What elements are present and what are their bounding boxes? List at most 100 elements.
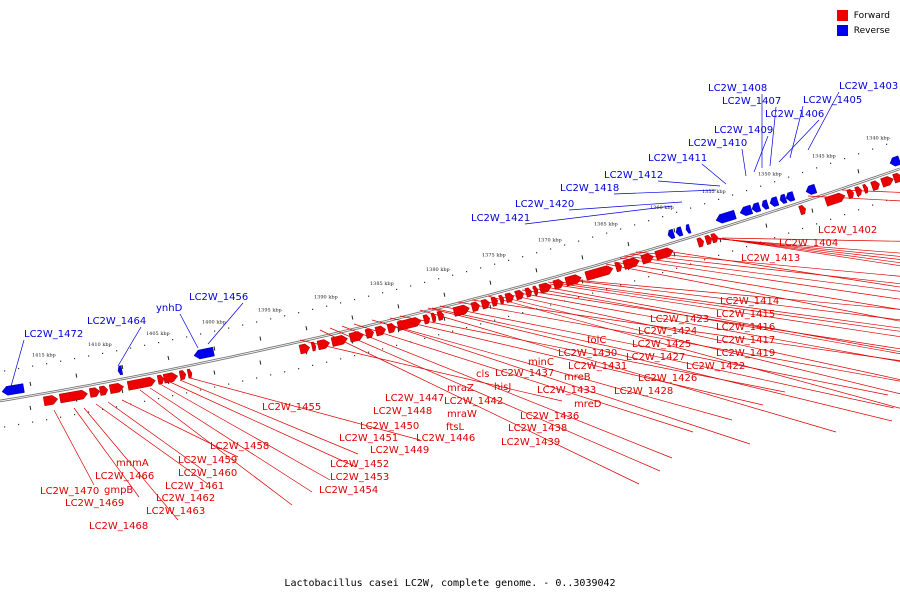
gene-label-lc2w_1430[interactable]: LC2W_1430 xyxy=(558,348,617,359)
forward-gene-arrow[interactable] xyxy=(178,370,187,381)
gene-label-cls[interactable]: cls xyxy=(476,369,490,380)
gene-label-lc2w_1420[interactable]: LC2W_1420 xyxy=(515,199,574,210)
gene-label-lc2w_1408[interactable]: LC2W_1408 xyxy=(708,83,767,94)
gene-label-ftsl[interactable]: ftsL xyxy=(446,422,464,433)
gene-label-lc2w_1415[interactable]: LC2W_1415 xyxy=(716,309,775,320)
reverse-gene-arrow[interactable] xyxy=(751,202,762,213)
forward-gene-arrow[interactable] xyxy=(88,387,101,398)
gene-label-lc2w_1463[interactable]: LC2W_1463 xyxy=(146,506,205,517)
forward-gene-arrow[interactable] xyxy=(514,289,525,301)
gene-label-lc2w_1416[interactable]: LC2W_1416 xyxy=(716,322,775,333)
gene-label-lc2w_1458[interactable]: LC2W_1458 xyxy=(210,441,269,452)
gene-label-lc2w_1436[interactable]: LC2W_1436 xyxy=(520,411,579,422)
gene-label-lc2w_1472[interactable]: LC2W_1472 xyxy=(24,329,83,340)
gene-label-lc2w_1451[interactable]: LC2W_1451 xyxy=(339,433,398,444)
reverse-gene-arrow[interactable] xyxy=(667,228,676,240)
gene-label-lc2w_1402[interactable]: LC2W_1402 xyxy=(818,225,877,236)
gene-label-lc2w_1422[interactable]: LC2W_1422 xyxy=(686,361,745,372)
gene-label-lc2w_1439[interactable]: LC2W_1439 xyxy=(501,437,560,448)
gene-label-mred[interactable]: mreD xyxy=(574,399,602,410)
gene-label-mraw[interactable]: mraW xyxy=(447,409,477,420)
forward-gene-arrow[interactable] xyxy=(58,389,88,404)
gene-label-lc2w_1428[interactable]: LC2W_1428 xyxy=(614,386,673,397)
forward-gene-arrow[interactable] xyxy=(386,323,397,334)
gene-label-lc2w_1425[interactable]: LC2W_1425 xyxy=(632,339,691,350)
gene-label-lc2w_1442[interactable]: LC2W_1442 xyxy=(444,396,503,407)
gene-label-mreb[interactable]: mreB xyxy=(564,372,591,383)
reverse-gene-arrow[interactable] xyxy=(685,223,692,234)
gene-label-lc2w_1448[interactable]: LC2W_1448 xyxy=(373,406,432,417)
gene-label-lc2w_1413[interactable]: LC2W_1413 xyxy=(741,253,800,264)
forward-gene-arrow[interactable] xyxy=(532,285,539,296)
forward-gene-arrow[interactable] xyxy=(186,368,193,379)
forward-gene-arrow[interactable] xyxy=(98,385,109,396)
gene-label-mnma[interactable]: mnmA xyxy=(116,458,149,469)
forward-gene-arrow[interactable] xyxy=(470,301,481,312)
gene-label-lc2w_1433[interactable]: LC2W_1433 xyxy=(537,385,596,396)
forward-gene-arrow[interactable] xyxy=(108,382,125,394)
forward-gene-arrow[interactable] xyxy=(490,296,499,307)
reverse-gene-arrow[interactable] xyxy=(779,193,788,204)
gene-label-lc2w_1406[interactable]: LC2W_1406 xyxy=(765,109,824,120)
forward-gene-arrow[interactable] xyxy=(622,256,641,270)
gene-label-lc2w_1452[interactable]: LC2W_1452 xyxy=(330,459,389,470)
forward-gene-arrow[interactable] xyxy=(422,314,431,325)
reverse-gene-arrow[interactable] xyxy=(675,226,684,237)
gene-label-mraz[interactable]: mraZ xyxy=(447,383,474,394)
reverse-gene-arrow[interactable] xyxy=(889,155,900,168)
reverse-gene-arrow[interactable] xyxy=(805,183,818,196)
reverse-gene-arrow[interactable] xyxy=(785,191,796,202)
forward-gene-arrow[interactable] xyxy=(298,343,311,355)
forward-gene-arrow[interactable] xyxy=(862,183,870,194)
gene-label-lc2w_1454[interactable]: LC2W_1454 xyxy=(319,485,378,496)
gene-label-lc2w_1410[interactable]: LC2W_1410 xyxy=(688,138,747,149)
forward-gene-arrow[interactable] xyxy=(310,341,317,352)
forward-gene-arrow[interactable] xyxy=(316,338,331,351)
gene-label-lc2w_1419[interactable]: LC2W_1419 xyxy=(716,348,775,359)
gene-label-lc2w_1409[interactable]: LC2W_1409 xyxy=(714,125,773,136)
gene-label-lc2w_1407[interactable]: LC2W_1407 xyxy=(722,96,781,107)
forward-gene-arrow[interactable] xyxy=(42,395,59,407)
gene-label-lc2w_1421[interactable]: LC2W_1421 xyxy=(471,213,530,224)
forward-gene-arrow[interactable] xyxy=(374,325,387,337)
gene-label-lc2w_1437[interactable]: LC2W_1437 xyxy=(495,368,554,379)
gene-label-lc2w_1414[interactable]: LC2W_1414 xyxy=(720,296,779,307)
gene-label-folc[interactable]: folC xyxy=(587,335,606,346)
forward-gene-arrow[interactable] xyxy=(564,273,583,287)
forward-gene-arrow[interactable] xyxy=(156,374,165,385)
reverse-gene-arrow[interactable] xyxy=(715,209,737,225)
gene-label-lc2w_1460[interactable]: LC2W_1460 xyxy=(178,468,237,479)
gene-label-lc2w_1462[interactable]: LC2W_1462 xyxy=(156,493,215,504)
gene-label-lc2w_1468[interactable]: LC2W_1468 xyxy=(89,521,148,532)
gene-label-lc2w_1412[interactable]: LC2W_1412 xyxy=(604,170,663,181)
forward-gene-arrow[interactable] xyxy=(330,334,349,347)
gene-label-lc2w_1404[interactable]: LC2W_1404 xyxy=(779,238,838,249)
gene-label-lc2w_1403[interactable]: LC2W_1403 xyxy=(839,81,898,92)
gene-label-lc2w_1449[interactable]: LC2W_1449 xyxy=(370,445,429,456)
reverse-gene-arrow[interactable] xyxy=(739,204,754,217)
forward-gene-arrow[interactable] xyxy=(162,372,179,384)
gene-label-lc2w_1461[interactable]: LC2W_1461 xyxy=(165,481,224,492)
forward-gene-arrow[interactable] xyxy=(704,234,713,246)
gene-label-lc2w_1424[interactable]: LC2W_1424 xyxy=(638,326,697,337)
reverse-gene-arrow[interactable] xyxy=(117,365,124,376)
forward-gene-arrow[interactable] xyxy=(798,204,808,216)
forward-gene-arrow[interactable] xyxy=(846,188,856,200)
gene-label-lc2w_1459[interactable]: LC2W_1459 xyxy=(178,455,237,466)
forward-gene-arrow[interactable] xyxy=(880,175,895,188)
reverse-gene-arrow[interactable] xyxy=(761,199,770,210)
gene-label-lc2w_1438[interactable]: LC2W_1438 xyxy=(508,423,567,434)
gene-label-lc2w_1418[interactable]: LC2W_1418 xyxy=(560,183,619,194)
forward-gene-arrow[interactable] xyxy=(892,172,900,184)
reverse-gene-arrow[interactable] xyxy=(1,383,25,397)
forward-gene-arrow[interactable] xyxy=(696,237,705,248)
reverse-gene-arrow[interactable] xyxy=(193,346,215,360)
gene-label-lc2w_1423[interactable]: LC2W_1423 xyxy=(650,314,709,325)
gene-label-lc2w_1417[interactable]: LC2W_1417 xyxy=(716,335,775,346)
gene-label-lc2w_1464[interactable]: LC2W_1464 xyxy=(87,316,146,327)
forward-gene-arrow[interactable] xyxy=(854,186,864,197)
gene-label-ynhd[interactable]: ynhD xyxy=(156,303,183,314)
gene-label-lc2w_1470[interactable]: LC2W_1470 xyxy=(40,486,99,497)
gene-label-hisj[interactable]: hisJ xyxy=(494,382,511,393)
gene-label-lc2w_1455[interactable]: LC2W_1455 xyxy=(262,402,321,413)
